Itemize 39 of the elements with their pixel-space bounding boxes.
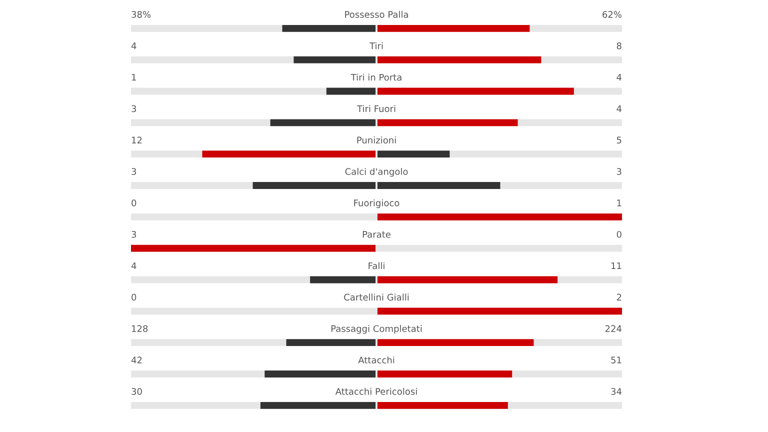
data-label: 224: [605, 325, 622, 332]
data-label: 4: [131, 42, 136, 50]
data-label: 0: [616, 230, 622, 238]
category-label: Calci d'angolo: [345, 168, 408, 177]
category-label: Passaggi Completati: [331, 325, 422, 334]
data-label: 1: [132, 74, 136, 81]
category-label: Punizioni: [357, 136, 396, 144]
data-label: 4: [131, 262, 136, 270]
category-label: Parate: [362, 231, 390, 238]
data-label: 51: [611, 356, 622, 364]
category-label: Attacchi: [358, 356, 394, 364]
data-label: 2: [616, 294, 622, 300]
category-label: Cartellini Gialli: [344, 294, 409, 301]
data-label: 3: [132, 230, 136, 238]
data-label: 8: [616, 42, 622, 50]
data-label: 38%: [132, 11, 151, 18]
data-label: 3: [132, 168, 136, 175]
category-label: Tiri Fuori: [356, 105, 396, 112]
data-label: 0: [132, 200, 136, 206]
data-label: 3: [616, 168, 622, 175]
category-label: Attacchi Pericolosi: [335, 388, 417, 395]
data-label: 42: [131, 356, 142, 364]
data-label: 3: [132, 105, 136, 112]
data-label: 5: [616, 136, 622, 144]
category-label: Possesso Palla: [345, 10, 408, 18]
data-label: 1: [617, 200, 622, 206]
category-label: Tiri: [369, 42, 383, 50]
data-label: 34: [611, 388, 622, 395]
data-label: 11: [612, 262, 622, 270]
data-label: 62%: [602, 11, 622, 18]
data-label: 30: [132, 388, 142, 395]
category-label: Fuorigioco: [354, 199, 400, 208]
category-label: Tiri in Porta: [350, 74, 402, 81]
data-label: 0: [132, 294, 136, 301]
data-label: 4: [616, 74, 622, 81]
category-label: Falli: [368, 262, 384, 270]
data-label: 4: [616, 105, 622, 112]
data-label: 128: [132, 325, 148, 332]
data-label: 12: [132, 136, 142, 144]
